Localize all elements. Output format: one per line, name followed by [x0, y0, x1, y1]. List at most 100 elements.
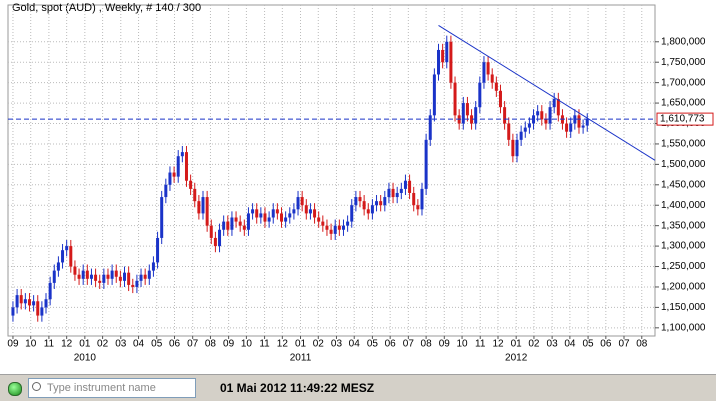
- datetime: 01 Mai 2012 11:49:22 MESZ: [220, 381, 375, 395]
- y-tick-label: 1,350,000: [661, 220, 706, 231]
- candle-body: [453, 82, 457, 116]
- candle-body: [399, 188, 403, 193]
- x-tick-label: 08: [636, 339, 648, 350]
- y-tick-label: 1,650,000: [661, 98, 706, 109]
- candle-body: [19, 295, 23, 304]
- candle-body: [246, 213, 250, 230]
- candle-body: [428, 115, 432, 140]
- x-tick-label: 05: [583, 339, 595, 350]
- candle-body: [139, 274, 143, 281]
- candle-body: [52, 270, 56, 283]
- candle-body: [474, 107, 478, 124]
- candle-body: [354, 197, 358, 206]
- chart: Gold, spot (AUD) , Weekly, # 140 / 300 1…: [7, 1, 714, 364]
- candle-body: [89, 274, 93, 279]
- candle-body: [275, 209, 279, 214]
- candle-body: [519, 131, 523, 140]
- candle-body: [317, 217, 321, 222]
- candle-body: [449, 41, 453, 83]
- candle-body: [118, 276, 122, 281]
- candle-body: [218, 229, 222, 247]
- candle-body: [65, 246, 69, 251]
- x-tick-label: 01: [295, 339, 307, 350]
- instrument-search[interactable]: Type instrument name: [28, 378, 196, 398]
- candle-body: [251, 209, 255, 214]
- candle-body: [280, 213, 284, 222]
- candle-body: [515, 139, 519, 157]
- y-tick-label: 1,750,000: [661, 57, 706, 68]
- x-tick-label: 07: [618, 339, 630, 350]
- candle-body: [408, 180, 412, 193]
- candle-body: [135, 280, 139, 287]
- candle-body: [503, 107, 507, 124]
- y-tick-label: 1,150,000: [661, 302, 706, 313]
- candle-body: [160, 197, 164, 238]
- year-label: 2010: [74, 353, 97, 364]
- y-tick-label: 1,100,000: [661, 322, 706, 333]
- candle-body: [313, 209, 317, 218]
- candle-body: [494, 82, 498, 91]
- candle-body: [540, 111, 544, 120]
- candle-body: [437, 49, 441, 75]
- candle-body: [189, 180, 193, 189]
- chart-title: Gold, spot (AUD) , Weekly, # 140 / 300: [12, 2, 201, 14]
- candle-body: [569, 123, 573, 132]
- x-tick-label: 03: [115, 339, 127, 350]
- y-tick-label: 1,500,000: [661, 159, 706, 170]
- candle-body: [366, 209, 370, 214]
- candle-body: [585, 119, 589, 126]
- candle-body: [478, 82, 482, 108]
- candle-body: [110, 270, 114, 279]
- candle-body: [288, 213, 292, 218]
- x-tick-label: 04: [349, 339, 361, 350]
- year-label: 2011: [290, 353, 312, 364]
- candle-body: [94, 274, 98, 281]
- x-tick-label: 06: [600, 339, 612, 350]
- x-tick-label: 05: [151, 339, 163, 350]
- y-tick-label: 1,250,000: [661, 261, 706, 272]
- candle-body: [333, 225, 337, 234]
- candle-body: [259, 213, 263, 218]
- candle-body: [465, 103, 469, 116]
- candle-body: [536, 111, 540, 116]
- x-tick-label: 07: [403, 339, 415, 350]
- search-icon: [32, 382, 41, 391]
- candle-body: [416, 205, 420, 210]
- y-tick-label: 1,550,000: [661, 139, 706, 150]
- x-tick-label: 02: [528, 339, 540, 350]
- status-bar: Type instrument name 01 Mai 2012 11:49:2…: [0, 374, 716, 401]
- candle-body: [544, 119, 548, 124]
- candle-body: [300, 197, 304, 206]
- candle-body: [193, 188, 197, 202]
- candle-body: [383, 197, 387, 206]
- candle-body: [69, 246, 73, 267]
- x-tick-label: 01: [511, 339, 523, 350]
- candle-body: [507, 123, 511, 140]
- candle-body: [23, 299, 27, 304]
- candle-body: [255, 209, 259, 218]
- candle-body: [395, 192, 399, 198]
- plot-area: [7, 4, 656, 337]
- candle-body: [329, 229, 333, 234]
- candle-body: [412, 192, 416, 206]
- candle-body: [11, 307, 15, 316]
- y-tick-label: 1,800,000: [661, 36, 706, 47]
- x-tick-label: 11: [259, 339, 270, 350]
- x-tick-label: 12: [277, 339, 289, 350]
- candle-body: [32, 301, 36, 306]
- x-tick-label: 05: [367, 339, 379, 350]
- connection-indicator[interactable]: [8, 382, 22, 396]
- candle-body: [234, 217, 238, 222]
- candle-body: [577, 115, 581, 128]
- x-tick-label: 12: [492, 339, 504, 350]
- x-tick-label: 03: [331, 339, 343, 350]
- candle-body: [391, 188, 395, 198]
- x-tick-label: 09: [223, 339, 235, 350]
- candle-body: [470, 115, 474, 124]
- candle-body: [77, 274, 81, 279]
- y-tick-label: 1,300,000: [661, 241, 706, 252]
- x-tick-label: 10: [456, 339, 468, 350]
- x-tick-label: 08: [205, 339, 217, 350]
- x-tick-label: 01: [79, 339, 91, 350]
- x-tick-label: 10: [25, 339, 37, 350]
